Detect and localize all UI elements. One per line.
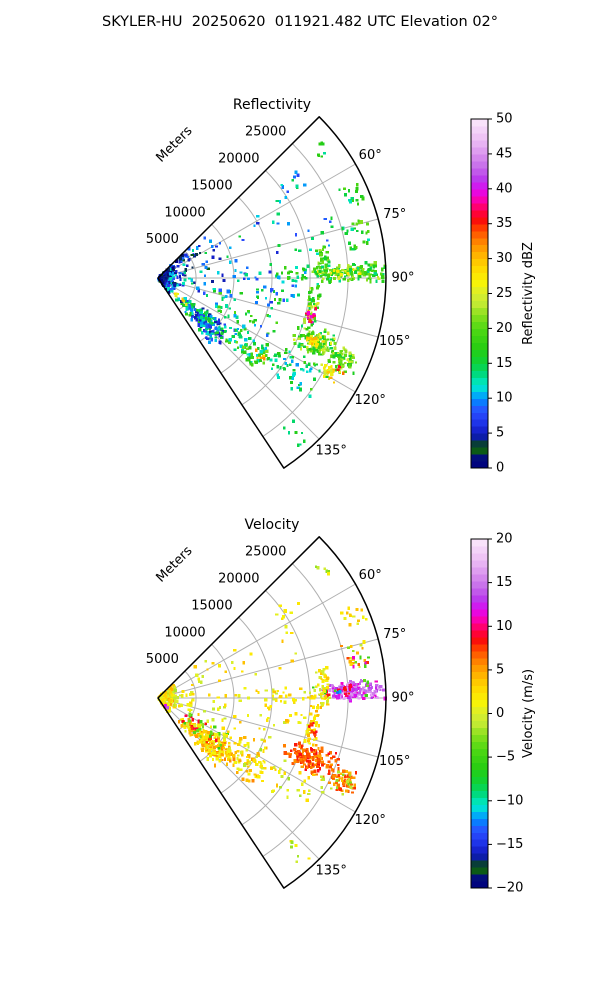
velocity-plot: 60° 75° 90° 105° 120° 135° 5000 10000 15000 20000… xyxy=(146,517,536,896)
colorbar-tick-label: 20 xyxy=(496,321,513,336)
colorbar-tick-label: 10 xyxy=(496,391,513,406)
azimuth-tick-label: 75° xyxy=(383,627,406,642)
colorbar-tick-label: 35 xyxy=(496,216,513,231)
azimuth-spoke xyxy=(157,277,356,393)
range-tick-label: 25000 xyxy=(245,125,286,140)
azimuth-tick-label: 90° xyxy=(391,691,414,706)
colorbar-tick-label: 10 xyxy=(496,619,513,634)
range-tick-label: 20000 xyxy=(218,572,259,587)
figure-title: SKYLER-HU 20250620 011921.482 UTC Elevat… xyxy=(101,14,499,30)
echo-cells xyxy=(157,141,387,447)
range-tick-label: 10000 xyxy=(164,205,205,220)
range-ring xyxy=(220,617,273,794)
azimuth-tick-label: 75° xyxy=(383,207,406,222)
colorbar-tick-label: 20 xyxy=(496,532,513,547)
colorbar-tick-label: −10 xyxy=(496,793,523,808)
colorbar-axis-label: Velocity (m/s) xyxy=(521,669,536,758)
colorbar: 0 5 10 15 20 25 30 35 40 45 50 Reflectivity dBZ xyxy=(470,112,536,476)
range-tick-label: 5000 xyxy=(146,652,179,667)
range-ring xyxy=(241,590,311,826)
axis-labels: 60° 75° 90° 105° 120° 135° 5000 10000 15000 20000… xyxy=(146,123,415,458)
colorbar-tick-label: 30 xyxy=(496,251,513,266)
sector-outline xyxy=(157,116,387,469)
colorbar-tick-label: 15 xyxy=(496,575,513,590)
panel-title: Reflectivity xyxy=(233,97,311,113)
colorbar-tick-label: 0 xyxy=(496,706,504,721)
azimuth-spoke xyxy=(157,163,356,279)
azimuth-tick-label: 135° xyxy=(316,864,347,879)
range-ring xyxy=(262,143,349,437)
colorbar-tick-label: −15 xyxy=(496,837,523,852)
radial-axis-label: Meters xyxy=(154,543,196,585)
range-tick-label: 15000 xyxy=(191,178,232,193)
panel-title: Velocity xyxy=(245,517,300,533)
azimuth-spoke xyxy=(157,583,356,699)
azimuth-tick-label: 105° xyxy=(379,334,410,349)
range-tick-label: 25000 xyxy=(245,545,286,560)
azimuth-tick-label: 135° xyxy=(316,444,347,459)
colorbar-tick-label: 45 xyxy=(496,146,513,161)
colorbar-tick-label: 25 xyxy=(496,286,513,301)
sector-outline xyxy=(157,536,387,889)
azimuth-tick-label: 60° xyxy=(359,148,382,163)
azimuth-spoke xyxy=(157,638,379,699)
echo-cells xyxy=(157,565,387,864)
axis-labels: 60° 75° 90° 105° 120° 135° 5000 10000 15000 20000… xyxy=(146,543,415,878)
reflectivity-plot: 60° 75° 90° 105° 120° 135° 5000 10000 15000 20000… xyxy=(146,97,536,476)
colorbar-tick-label: 40 xyxy=(496,181,513,196)
colorbar-axis-label: Reflectivity dBZ xyxy=(521,242,536,345)
azimuth-spoke xyxy=(157,277,379,338)
range-tick-label: 15000 xyxy=(191,598,232,613)
colorbar-tick-label: 15 xyxy=(496,356,513,371)
colorbar-tick-label: 5 xyxy=(496,662,504,677)
colorbar-tick-label: −20 xyxy=(496,881,523,896)
colorbar-tick-label: 0 xyxy=(496,461,504,476)
azimuth-tick-label: 90° xyxy=(391,271,414,286)
colorbar-tick-label: 50 xyxy=(496,112,513,127)
colorbar: −20 −15 −10 −5 0 5 10 15 20 Velocity (m/s) xyxy=(470,532,536,896)
radial-axis-label: Meters xyxy=(154,123,196,165)
range-ring xyxy=(262,563,349,857)
azimuth-tick-label: 105° xyxy=(379,754,410,769)
colorbar-tick-label: 5 xyxy=(496,426,504,441)
colorbar-tick-label: −5 xyxy=(496,750,515,765)
azimuth-tick-label: 120° xyxy=(355,393,386,408)
azimuth-spoke xyxy=(157,697,379,758)
range-tick-label: 5000 xyxy=(146,232,179,247)
azimuth-tick-label: 120° xyxy=(355,813,386,828)
azimuth-tick-label: 60° xyxy=(359,568,382,583)
range-tick-label: 20000 xyxy=(218,152,259,167)
range-tick-label: 10000 xyxy=(164,625,205,640)
